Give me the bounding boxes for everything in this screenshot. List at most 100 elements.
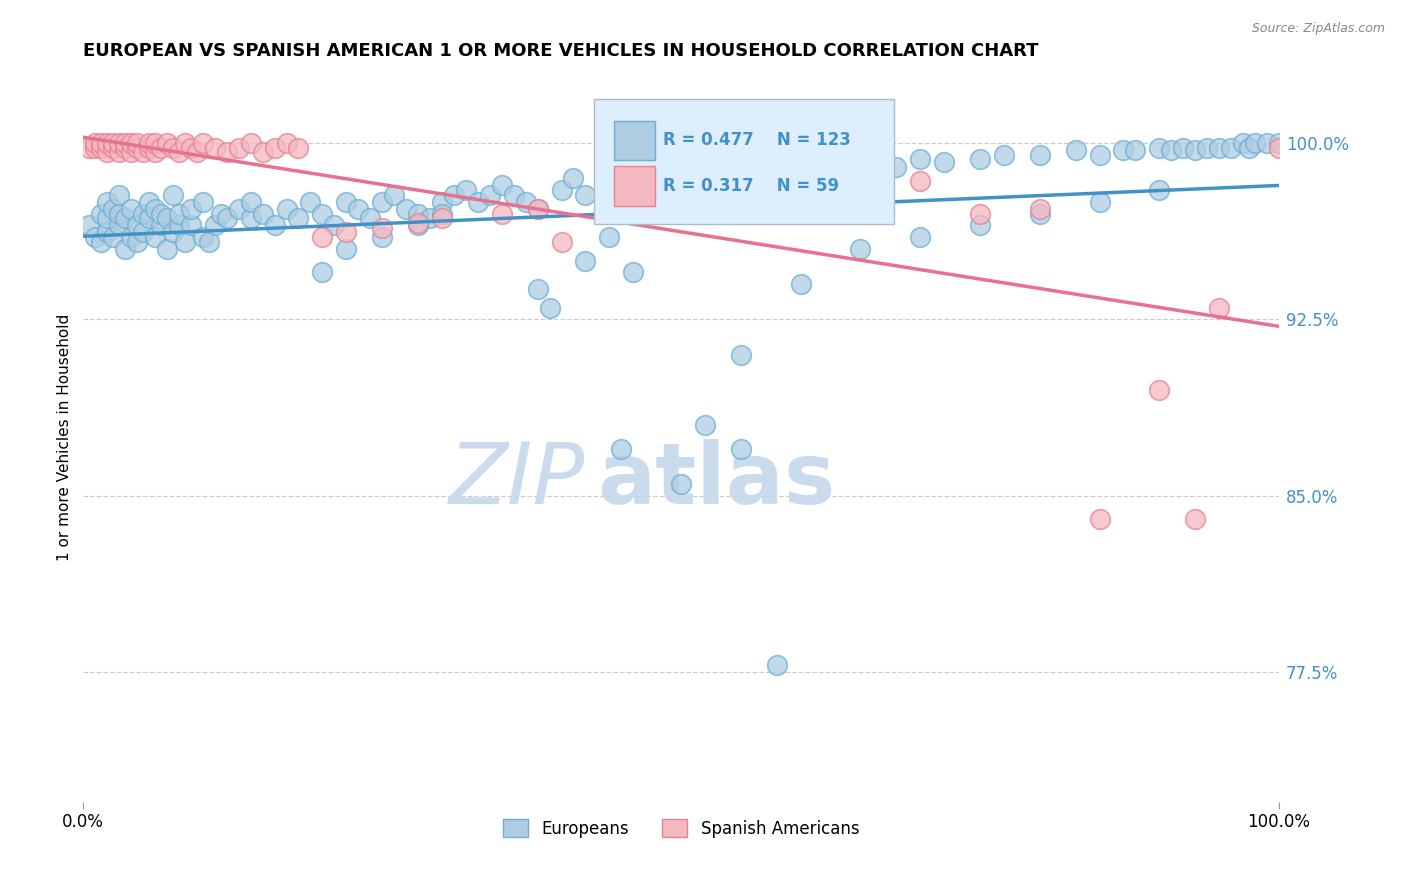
Point [90,136,112,150]
Point [1149,383,1171,397]
Point [598,183,620,197]
Point [610,442,633,456]
Point [730,164,752,178]
Point [478,187,501,202]
Point [932,154,955,169]
Point [610,197,633,211]
Point [120,136,142,150]
Point [693,418,716,433]
Point [143,145,166,160]
Point [204,219,226,233]
Point [908,230,931,244]
Point [335,242,357,256]
Point [454,183,477,197]
Point [359,211,381,226]
Point [127,219,149,233]
Point [96,136,118,150]
Point [287,141,309,155]
Point [849,154,872,169]
Point [730,442,752,456]
Point [406,219,429,233]
Point [598,230,620,244]
FancyBboxPatch shape [614,120,655,160]
Text: R = 0.317    N = 59: R = 0.317 N = 59 [664,178,839,195]
Point [127,235,149,249]
Point [1064,143,1087,157]
Point [108,145,131,160]
Point [884,160,907,174]
Point [150,206,173,220]
Point [669,193,692,207]
Point [215,211,238,226]
Point [276,136,298,150]
Point [969,206,991,220]
Point [101,202,124,216]
Point [252,206,274,220]
Point [610,171,633,186]
Point [174,136,197,150]
Point [90,206,112,220]
Point [395,202,418,216]
Point [287,211,309,226]
Point [101,141,124,155]
Point [502,187,524,202]
Point [515,194,537,209]
Point [156,136,179,150]
Point [263,141,285,155]
Point [467,194,489,209]
Point [1256,136,1278,150]
Point [526,202,548,216]
Point [669,171,692,186]
Point [174,235,197,249]
Point [382,187,405,202]
Point [101,136,124,150]
Point [132,145,155,160]
Point [162,187,184,202]
Point [1088,512,1111,526]
Point [162,226,184,240]
Point [209,206,232,220]
Point [789,183,811,197]
Point [263,219,285,233]
Point [143,136,166,150]
Point [849,242,872,256]
Point [143,202,166,216]
Point [765,658,787,673]
Point [526,202,548,216]
Point [406,206,429,220]
Point [127,136,149,150]
Point [191,194,214,209]
Point [1149,141,1171,155]
Legend: Europeans, Spanish Americans: Europeans, Spanish Americans [496,813,866,845]
Point [167,206,190,220]
Point [574,187,596,202]
Point [371,220,394,235]
Point [239,194,262,209]
FancyBboxPatch shape [593,99,894,224]
Point [84,141,107,155]
Point [1029,202,1052,216]
Point [1088,194,1111,209]
Point [204,141,226,155]
Point [150,141,173,155]
Point [96,145,118,160]
Point [908,173,931,187]
Point [1220,141,1243,155]
Point [239,211,262,226]
Point [789,277,811,292]
Point [634,178,657,193]
Point [167,219,190,233]
Point [108,206,131,220]
Point [406,216,429,230]
Point [127,141,149,155]
Point [323,219,346,233]
Point [1149,183,1171,197]
Point [621,265,644,279]
Point [311,230,333,244]
Point [730,187,752,202]
Point [108,219,131,233]
Text: EUROPEAN VS SPANISH AMERICAN 1 OR MORE VEHICLES IN HOUSEHOLD CORRELATION CHART: EUROPEAN VS SPANISH AMERICAN 1 OR MORE V… [83,42,1039,60]
Point [1088,147,1111,161]
Point [101,230,124,244]
Point [143,230,166,244]
